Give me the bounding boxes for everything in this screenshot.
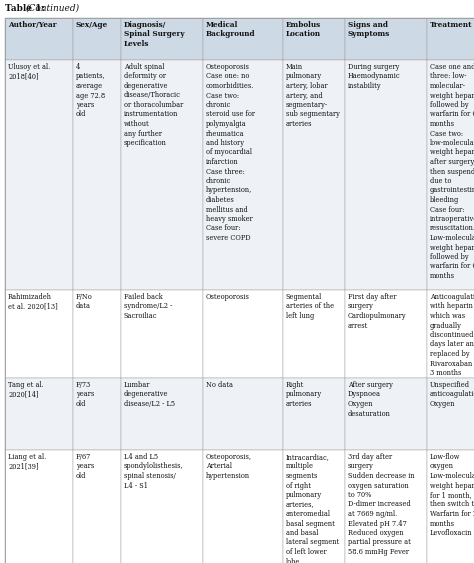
- Bar: [121, 18, 203, 60]
- Bar: [427, 290, 474, 378]
- Text: 3rd day after
surgery
Sudden decrease in
oxygen saturation
to 70%
D-dimer increa: 3rd day after surgery Sudden decrease in…: [348, 453, 415, 556]
- Text: Liang et al.
2021[39]: Liang et al. 2021[39]: [8, 453, 46, 471]
- Bar: [73, 290, 121, 378]
- Bar: [203, 18, 283, 60]
- Text: Case one and
three: low-
molecular-
weight heparin
followed by
warfarin for 6
mo: Case one and three: low- molecular- weig…: [430, 63, 474, 280]
- Text: Right
pulmonary
arteries: Right pulmonary arteries: [286, 381, 322, 408]
- Text: Segmental
arteries of the
left lung: Segmental arteries of the left lung: [286, 293, 334, 320]
- Bar: [345, 18, 427, 60]
- Bar: [203, 290, 283, 378]
- Text: F/No
data: F/No data: [76, 293, 93, 311]
- Bar: [5, 290, 73, 378]
- Bar: [345, 60, 427, 290]
- Text: Main
pulmonary
artery, lobar
artery, and
segmentary-
sub segmentary
arteries: Main pulmonary artery, lobar artery, and…: [286, 63, 340, 128]
- Bar: [283, 450, 345, 563]
- Bar: [121, 450, 203, 563]
- Bar: [427, 18, 474, 60]
- Text: Osteoporosis: Osteoporosis: [206, 293, 250, 301]
- Text: Diagnosis/
Spinal Surgery
Levels: Diagnosis/ Spinal Surgery Levels: [124, 21, 185, 48]
- Bar: [345, 378, 427, 450]
- Text: Treatment: Treatment: [430, 21, 473, 29]
- Text: Rahimizadeh
et al. 2020[13]: Rahimizadeh et al. 2020[13]: [8, 293, 58, 311]
- Bar: [73, 450, 121, 563]
- Text: No data: No data: [206, 381, 233, 389]
- Text: After surgery
Dyspnoea
Oxygen
desaturation: After surgery Dyspnoea Oxygen desaturati…: [348, 381, 393, 418]
- Bar: [427, 60, 474, 290]
- Text: Low-flow
oxygen
Low-molecular-
weight heparin
for 1 month,
then switch to
Warfar: Low-flow oxygen Low-molecular- weight he…: [430, 453, 474, 537]
- Text: Signs and
Symptoms: Signs and Symptoms: [348, 21, 390, 38]
- Text: Intracardiac,
multiple
segments
of right
pulmonary
arteries,
anteromedial
basal : Intracardiac, multiple segments of right…: [286, 453, 339, 563]
- Text: Embolus
Location: Embolus Location: [286, 21, 321, 38]
- Text: Lumbar
degenerative
disease/L2 - L5: Lumbar degenerative disease/L2 - L5: [124, 381, 175, 408]
- Bar: [121, 60, 203, 290]
- Text: (Continued): (Continued): [26, 4, 80, 13]
- Text: L4 and L5
spondylolisthesis,
spinal stenosis/
L4 - S1: L4 and L5 spondylolisthesis, spinal sten…: [124, 453, 183, 489]
- Bar: [427, 378, 474, 450]
- Text: F/73
years
old: F/73 years old: [76, 381, 94, 408]
- Bar: [5, 450, 73, 563]
- Text: Ulusoy et al.
2018[40]: Ulusoy et al. 2018[40]: [8, 63, 50, 81]
- Text: Author/Year: Author/Year: [8, 21, 56, 29]
- Bar: [283, 60, 345, 290]
- Text: Unspecified
anticoagulation
Oxygen: Unspecified anticoagulation Oxygen: [430, 381, 474, 408]
- Text: Adult spinal
deformity or
degenerative
disease/Thoracic
or thoracolumbar
instrum: Adult spinal deformity or degenerative d…: [124, 63, 183, 147]
- Bar: [121, 290, 203, 378]
- Text: Failed back
syndrome/L2 -
Sacroiliac: Failed back syndrome/L2 - Sacroiliac: [124, 293, 173, 320]
- Text: First day after
surgery
Cardiopulmonary
arrest: First day after surgery Cardiopulmonary …: [348, 293, 407, 329]
- Bar: [283, 378, 345, 450]
- Bar: [5, 378, 73, 450]
- Text: Medical
Background: Medical Background: [206, 21, 255, 38]
- Text: 4
patients,
average
age 72.8
years
old: 4 patients, average age 72.8 years old: [76, 63, 106, 118]
- Bar: [73, 378, 121, 450]
- Bar: [5, 60, 73, 290]
- Text: Osteoporosis,
Arterial
hypertension: Osteoporosis, Arterial hypertension: [206, 453, 252, 480]
- Bar: [121, 378, 203, 450]
- Text: Table 1:: Table 1:: [5, 4, 48, 13]
- Bar: [427, 450, 474, 563]
- Bar: [73, 18, 121, 60]
- Bar: [203, 378, 283, 450]
- Bar: [73, 60, 121, 290]
- Text: Anticoagulation
with heparin
which was
gradually
discontinued 6
days later and
r: Anticoagulation with heparin which was g…: [430, 293, 474, 377]
- Bar: [203, 450, 283, 563]
- Bar: [283, 18, 345, 60]
- Text: Osteoporosis
Case one: no
comorbidities.
Case two:
chronic
steroid use for
polym: Osteoporosis Case one: no comorbidities.…: [206, 63, 255, 242]
- Bar: [203, 60, 283, 290]
- Text: Sex/Age: Sex/Age: [76, 21, 108, 29]
- Text: During surgery
Haemodynamic
instability: During surgery Haemodynamic instability: [348, 63, 401, 90]
- Bar: [345, 450, 427, 563]
- Bar: [283, 290, 345, 378]
- Text: F/67
years
old: F/67 years old: [76, 453, 94, 480]
- Bar: [5, 18, 73, 60]
- Bar: [345, 290, 427, 378]
- Text: Tang et al.
2020[14]: Tang et al. 2020[14]: [8, 381, 44, 399]
